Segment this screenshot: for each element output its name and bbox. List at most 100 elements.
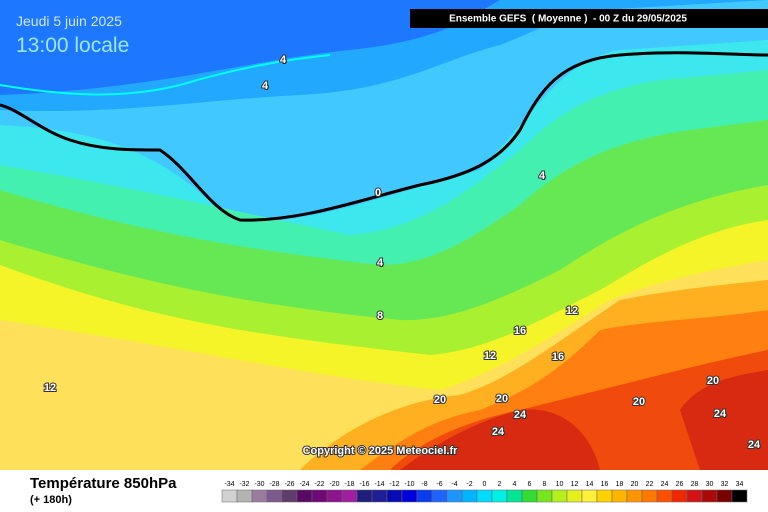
colorbar-label: -20 — [329, 481, 339, 488]
colorbar-swatch — [371, 489, 388, 503]
contour-label: 4 — [280, 54, 287, 66]
colorbar-swatch — [326, 489, 343, 503]
colorbar-swatch — [356, 489, 373, 503]
colorbar-label: 6 — [528, 481, 532, 488]
colorbar-swatch — [461, 489, 478, 503]
colorbar-label: 0 — [483, 481, 487, 488]
colorbar-label: -34 — [224, 481, 234, 488]
colorbar-swatch — [716, 489, 733, 503]
colorbar-label: -32 — [239, 481, 249, 488]
colorbar-label: 16 — [601, 481, 609, 488]
contour-label: 20 — [434, 394, 446, 406]
colorbar-label: 32 — [721, 481, 729, 488]
colorbar-swatch — [551, 489, 568, 503]
colorbar-swatch — [581, 489, 598, 503]
colorbar-label: -28 — [269, 481, 279, 488]
colorbar-swatch — [401, 489, 418, 503]
colorbar-swatch — [431, 489, 448, 503]
colorbar-swatch — [221, 489, 238, 503]
colorbar-swatch — [596, 489, 613, 503]
date: Jeudi 5 juin 2025 — [16, 13, 122, 29]
colorbar-swatch — [536, 489, 553, 503]
contour-label: 16 — [514, 325, 526, 337]
contour-label: 20 — [496, 393, 508, 405]
contour-label: 8 — [377, 310, 383, 322]
colorbar-swatch — [566, 489, 583, 503]
contour-labels: 4 4 0 4 4 8 12 12 16 16 12 20 20 24 24 20 20 24 24 — [43, 53, 762, 452]
colorbar: -34 -32 -30 -28 -26 -24 -22 -20 -18 -16 -14 -12 -10-… — [221, 481, 748, 503]
contour-label: 4 — [377, 257, 384, 269]
colorbar-label: -10 — [404, 481, 414, 488]
colorbar-swatch — [491, 489, 508, 503]
contour-label: 12 — [44, 382, 56, 394]
colorbar-label: 22 — [646, 481, 654, 488]
colorbar-label: 18 — [616, 481, 624, 488]
colorbar-label: 4 — [513, 481, 517, 488]
contour-label: 24 — [748, 439, 761, 451]
contour-label: 24 — [514, 409, 527, 421]
contour-label: 12 — [484, 350, 496, 362]
colorbar-label: 10 — [556, 481, 564, 488]
colorbar-swatch — [236, 489, 253, 503]
colorbar-swatch — [671, 489, 688, 503]
contour-label: 24 — [714, 408, 727, 420]
colorbar-label: 26 — [676, 481, 684, 488]
colorbar-swatch — [281, 489, 298, 503]
colorbar-label: -24 — [299, 481, 309, 488]
colorbar-swatch — [626, 489, 643, 503]
contour-label: 4 — [262, 80, 269, 92]
contour-label: 24 — [492, 426, 505, 438]
colorbar-label: -12 — [389, 481, 399, 488]
colorbar-label: -2 — [466, 481, 472, 488]
colorbar-label: -8 — [421, 481, 427, 488]
colorbar-label: 2 — [498, 481, 502, 488]
colorbar-label: 28 — [691, 481, 699, 488]
map — [0, 0, 768, 470]
local-time: 13:00 locale — [16, 34, 129, 57]
colorbar-swatch — [701, 489, 718, 503]
contour-label: 20 — [633, 396, 645, 408]
colorbar-swatch — [641, 489, 658, 503]
field-title: Température 850hPa — [30, 475, 177, 492]
colorbar-label: -18 — [344, 481, 354, 488]
contour — [0, 54, 331, 96]
colorbar-swatch — [296, 489, 313, 503]
colorbar-label: -22 — [314, 481, 324, 488]
colorbar-swatch — [731, 489, 748, 503]
colorbar-label: 12 — [571, 481, 579, 488]
colorbar-label: 20 — [631, 481, 639, 488]
contour-label: 4 — [539, 170, 546, 182]
colorbar-swatch — [446, 489, 463, 503]
contour-label: 0 — [375, 187, 381, 199]
colorbar-label: -30 — [254, 481, 264, 488]
colorbar-label: 14 — [586, 481, 594, 488]
band — [680, 370, 768, 470]
colorbar-swatch — [506, 489, 523, 503]
colorbar-label: 34 — [736, 481, 744, 488]
colorbar-swatch — [656, 489, 673, 503]
colorbar-swatch — [266, 489, 283, 503]
contour-label: 20 — [707, 375, 719, 387]
colorbar-swatch — [386, 489, 403, 503]
copyright: Copyright © 2025 Meteociel.fr — [303, 445, 459, 457]
contour-label: 16 — [552, 351, 564, 363]
colorbar-label: 24 — [661, 481, 669, 488]
colorbar-label: -14 — [374, 481, 384, 488]
colorbar-swatch — [521, 489, 538, 503]
run-info: Ensemble GEFS ( Moyenne ) - 00 Z du 29/0… — [449, 14, 687, 25]
colorbar-label: 8 — [543, 481, 547, 488]
zero-contour — [0, 51, 768, 222]
band — [400, 409, 600, 470]
lead-time: (+ 180h) — [30, 494, 72, 506]
colorbar-label: -6 — [436, 481, 442, 488]
colorbar-swatch — [686, 489, 703, 503]
colorbar-swatch — [341, 489, 358, 503]
colorbar-swatch — [311, 489, 328, 503]
colorbar-label: 30 — [706, 481, 714, 488]
run-box — [410, 9, 768, 28]
colorbar-label: -26 — [284, 481, 294, 488]
colorbar-swatch — [416, 489, 433, 503]
colorbar-swatch — [611, 489, 628, 503]
colorbar-swatch — [476, 489, 493, 503]
